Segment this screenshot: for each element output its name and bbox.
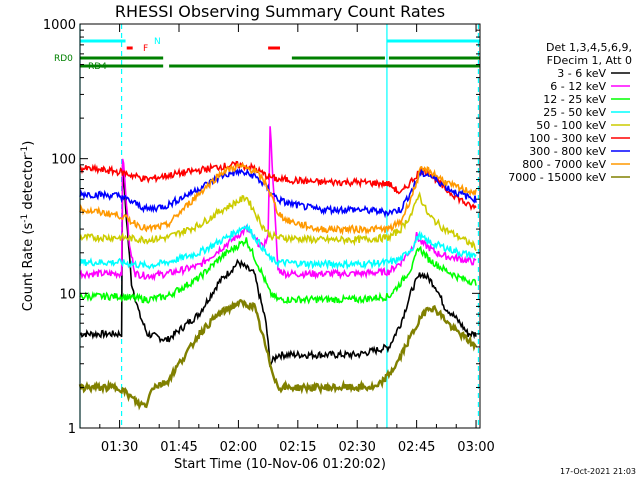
series-line-4 (79, 191, 477, 252)
series-line-6 (79, 167, 477, 219)
legend-label-0: 3 - 6 keV (557, 67, 606, 80)
footer-date: 17-Oct-2021 21:03 (560, 467, 636, 476)
flag-label-2: RD0 (54, 54, 73, 64)
x-tick-label-0: 01:30 (101, 440, 138, 455)
series-line-0 (79, 164, 477, 368)
legend-header-line-2: FDecim 1, Att 0 (547, 54, 632, 67)
legend: Det 1,3,4,5,6,9, FDecim 1, Att 0 3 - 6 k… (508, 41, 632, 184)
y-axis-label-sup2: -1 (20, 146, 30, 155)
flag-label-3: RD4 (88, 62, 107, 72)
x-axis-label: Start Time (10-Nov-06 01:20:02) (174, 457, 386, 472)
plot-area: NF RD0 RD4 (54, 24, 480, 428)
legend-label-5: 100 - 300 keV (529, 132, 606, 145)
legend-header-line-1: Det 1,3,4,5,6,9, (546, 41, 632, 54)
series-line-8 (78, 298, 478, 411)
series-line-5 (79, 160, 477, 212)
x-tick-label-3: 02:15 (279, 440, 316, 455)
x-tick-label-4: 02:30 (338, 440, 375, 455)
chart-title: RHESSI Observing Summary Count Rates (115, 2, 445, 21)
plot-frame (79, 23, 481, 429)
series-line-7 (79, 162, 477, 236)
legend-label-1: 6 - 12 keV (550, 80, 606, 93)
flag-label-1: F (143, 44, 148, 54)
x-tick-label-5: 02:45 (398, 440, 435, 455)
legend-label-4: 50 - 100 keV (536, 119, 606, 132)
y-axis-label-end: ) (21, 141, 36, 146)
series-line-3 (79, 222, 477, 271)
x-tick-label-2: 02:00 (220, 440, 257, 455)
y-tick-label-0: 1 (68, 422, 76, 437)
legend-label-7: 800 - 7000 keV (522, 158, 606, 171)
y-axis-label-sup: -1 (20, 214, 30, 223)
y-tick-label-1: 10 (59, 287, 76, 302)
series-line-2 (79, 237, 477, 305)
x-tick-label-6: 03:00 (457, 440, 494, 455)
legend-label-8: 7000 - 15000 keV (508, 171, 606, 184)
legend-label-2: 12 - 25 keV (543, 93, 606, 106)
y-axis-label-rest: detector (21, 154, 36, 214)
y-axis: 1 10 100 1000 (43, 18, 480, 437)
x-axis: 01:30 01:45 02:00 02:15 02:30 02:45 03:00 (79, 24, 495, 455)
y-axis-label-main: Count Rate (s (21, 223, 36, 312)
y-tick-label-2: 100 (51, 153, 76, 168)
y-axis-label: Count Rate (s-1 detector-1) (20, 141, 36, 312)
flag-label-0: N (154, 37, 161, 47)
legend-label-3: 25 - 50 keV (543, 106, 606, 119)
y-tick-label-3: 1000 (43, 18, 76, 33)
x-tick-label-1: 01:45 (160, 440, 197, 455)
legend-label-6: 300 - 800 keV (529, 145, 606, 158)
